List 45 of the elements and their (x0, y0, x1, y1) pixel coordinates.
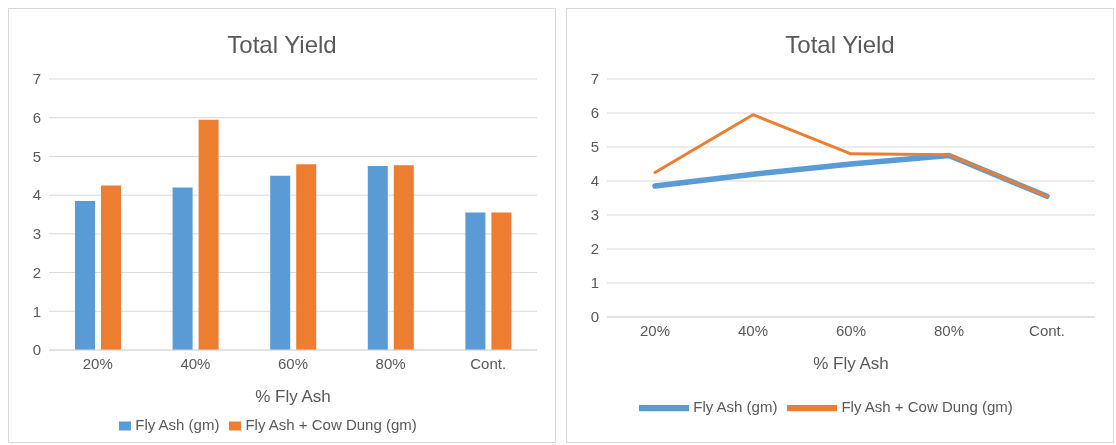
y-tick-label: 0 (590, 308, 599, 326)
bar (296, 164, 317, 350)
chart-title: Total Yield (784, 31, 896, 60)
y-tick-label: 6 (32, 109, 41, 127)
y-tick-label: 7 (32, 70, 41, 88)
bar (491, 212, 512, 350)
y-tick-label: 1 (32, 302, 41, 320)
x-tick-label: 60% (277, 354, 309, 372)
x-tick-label: 80% (375, 354, 406, 372)
y-tick-label: 6 (590, 104, 599, 122)
x-axis-title: % Fly Ash (255, 387, 331, 406)
bar (393, 165, 414, 350)
y-tick-label: 5 (590, 138, 599, 156)
bar (465, 212, 486, 350)
y-tick-label: 1 (590, 274, 599, 292)
legend-label: Fly Ash + Cow Dung (gm) (245, 416, 417, 433)
chart-title: Total Yield (226, 31, 338, 60)
legend-label: Fly Ash + Cow Dung (gm) (841, 397, 1013, 415)
y-tick-label: 7 (590, 70, 599, 88)
line-series (653, 113, 1049, 198)
y-tick-label: 2 (32, 263, 41, 281)
x-tick-label: 20% (82, 354, 113, 372)
x-tick-label: 40% (180, 354, 211, 372)
bar (367, 166, 388, 350)
y-tick-label: 2 (590, 240, 599, 258)
bar (75, 200, 95, 350)
y-tick-label: 3 (590, 206, 599, 224)
y-tick-label: 0 (32, 341, 41, 359)
legend-label: Fly Ash (gm) (693, 397, 778, 415)
legend-label: Fly Ash (gm) (135, 416, 220, 433)
bar (198, 119, 219, 350)
x-tick-label: 40% (737, 321, 769, 339)
bar (101, 185, 121, 350)
y-tick-label: 4 (590, 172, 599, 190)
x-tick-label: Cont. (470, 354, 507, 372)
y-tick-label: 4 (32, 186, 41, 204)
x-tick-label: Cont. (1029, 321, 1065, 339)
y-tick-label: 5 (32, 147, 41, 165)
x-axis-title: % Fly Ash (813, 354, 889, 373)
y-tick-label: 3 (32, 225, 41, 243)
bar (270, 175, 291, 350)
x-tick-label: 60% (835, 321, 867, 339)
x-tick-label: 20% (639, 321, 671, 339)
bar (172, 187, 193, 350)
x-tick-label: 80% (933, 321, 965, 339)
